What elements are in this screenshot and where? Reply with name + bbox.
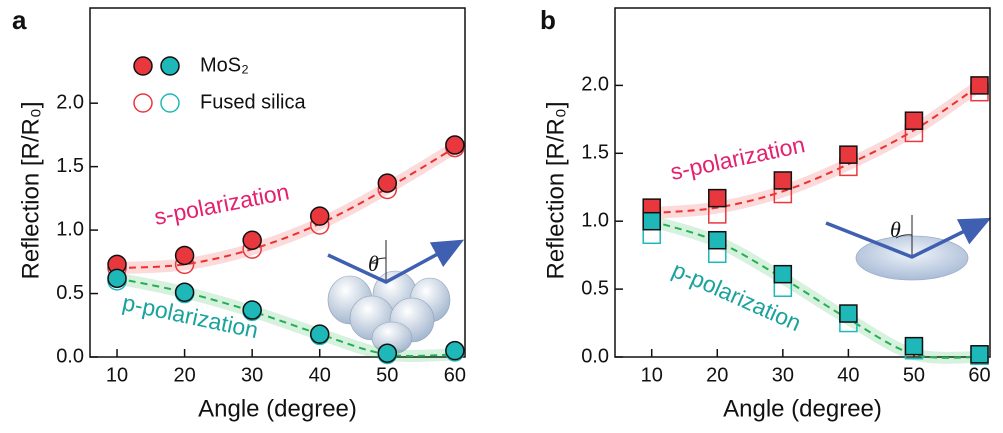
x-tick-label: 40 — [837, 364, 859, 386]
y-axis-title: Reflection [R/R₀] — [17, 101, 44, 279]
data-point — [309, 324, 330, 344]
x-tick-label: 20 — [706, 364, 728, 386]
panel: b 10 20 30 40 50 60 0.0 0.5 1.0 1.5 2.0 Angle (degre… — [540, 5, 991, 422]
x-tick-label: 30 — [241, 364, 263, 386]
y-tick-label: 2.0 — [56, 91, 84, 113]
panel: a 10 20 30 40 50 60 0.0 0.5 1.0 1.5 2.0 Angle (degre… — [12, 5, 466, 422]
y-tick-label: 0.0 — [56, 345, 84, 367]
x-axis-title: Angle (degree) — [198, 395, 357, 422]
y-tick-label: 1.5 — [56, 155, 84, 177]
plot-frame — [89, 7, 466, 358]
x-tick-label: 20 — [173, 364, 195, 386]
plot-frame — [614, 7, 991, 358]
data-point — [904, 336, 924, 356]
data-point — [445, 340, 465, 361]
inset-a: θ — [327, 239, 465, 355]
data-point — [107, 268, 127, 289]
data-point — [174, 245, 195, 266]
y-tick-label: 2.0 — [581, 74, 609, 96]
legend-label: Fused silica — [200, 91, 306, 113]
x-axis-title: Angle (degree) — [723, 395, 882, 422]
data-point — [970, 76, 989, 95]
y-tick-label: 0.0 — [581, 345, 609, 367]
inset-label: θ — [890, 217, 901, 242]
data-point — [970, 345, 989, 364]
data-point — [773, 264, 793, 284]
y-axis-title: Reflection [R/R₀] — [542, 101, 569, 279]
x-tick-label: 50 — [903, 364, 925, 386]
x-tick-label: 50 — [376, 364, 398, 386]
y-tick-label: 0.5 — [581, 277, 609, 299]
inset-label: θ — [368, 251, 379, 276]
data-point — [708, 230, 727, 250]
y-tick-label: 1.0 — [581, 209, 609, 231]
data-point — [377, 173, 398, 193]
data-point — [839, 304, 858, 323]
annotation: s-polarization — [152, 178, 291, 230]
data-point — [174, 282, 195, 303]
data-point — [445, 135, 465, 155]
legend-label: MoS₂ — [200, 54, 249, 76]
legend-marker — [160, 56, 180, 76]
y-tick-label: 0.5 — [56, 282, 84, 304]
data-point — [839, 145, 858, 164]
legend-marker — [160, 93, 180, 113]
fit-glow — [645, 79, 986, 220]
data-point — [309, 206, 330, 226]
y-tick-label: 1.0 — [56, 218, 84, 240]
x-tick-label: 10 — [641, 364, 663, 386]
y-tick-label: 1.5 — [581, 142, 609, 164]
data-point — [708, 188, 727, 208]
x-tick-label: 30 — [772, 364, 794, 386]
legend-marker — [133, 93, 153, 113]
data-point — [642, 211, 661, 231]
data-point — [773, 171, 793, 190]
legend-marker — [133, 56, 153, 76]
x-tick-label: 40 — [309, 364, 331, 386]
fit-line — [651, 84, 981, 215]
data-point — [904, 111, 924, 130]
data-point — [377, 343, 398, 363]
panel-label: b — [540, 5, 556, 35]
data-point — [242, 300, 262, 320]
data-point — [242, 230, 262, 250]
x-tick-label: 60 — [444, 364, 466, 386]
panel-label: a — [12, 5, 27, 35]
x-tick-label: 10 — [106, 364, 128, 386]
x-tick-label: 60 — [968, 364, 990, 386]
inset-b: θ — [825, 215, 992, 281]
